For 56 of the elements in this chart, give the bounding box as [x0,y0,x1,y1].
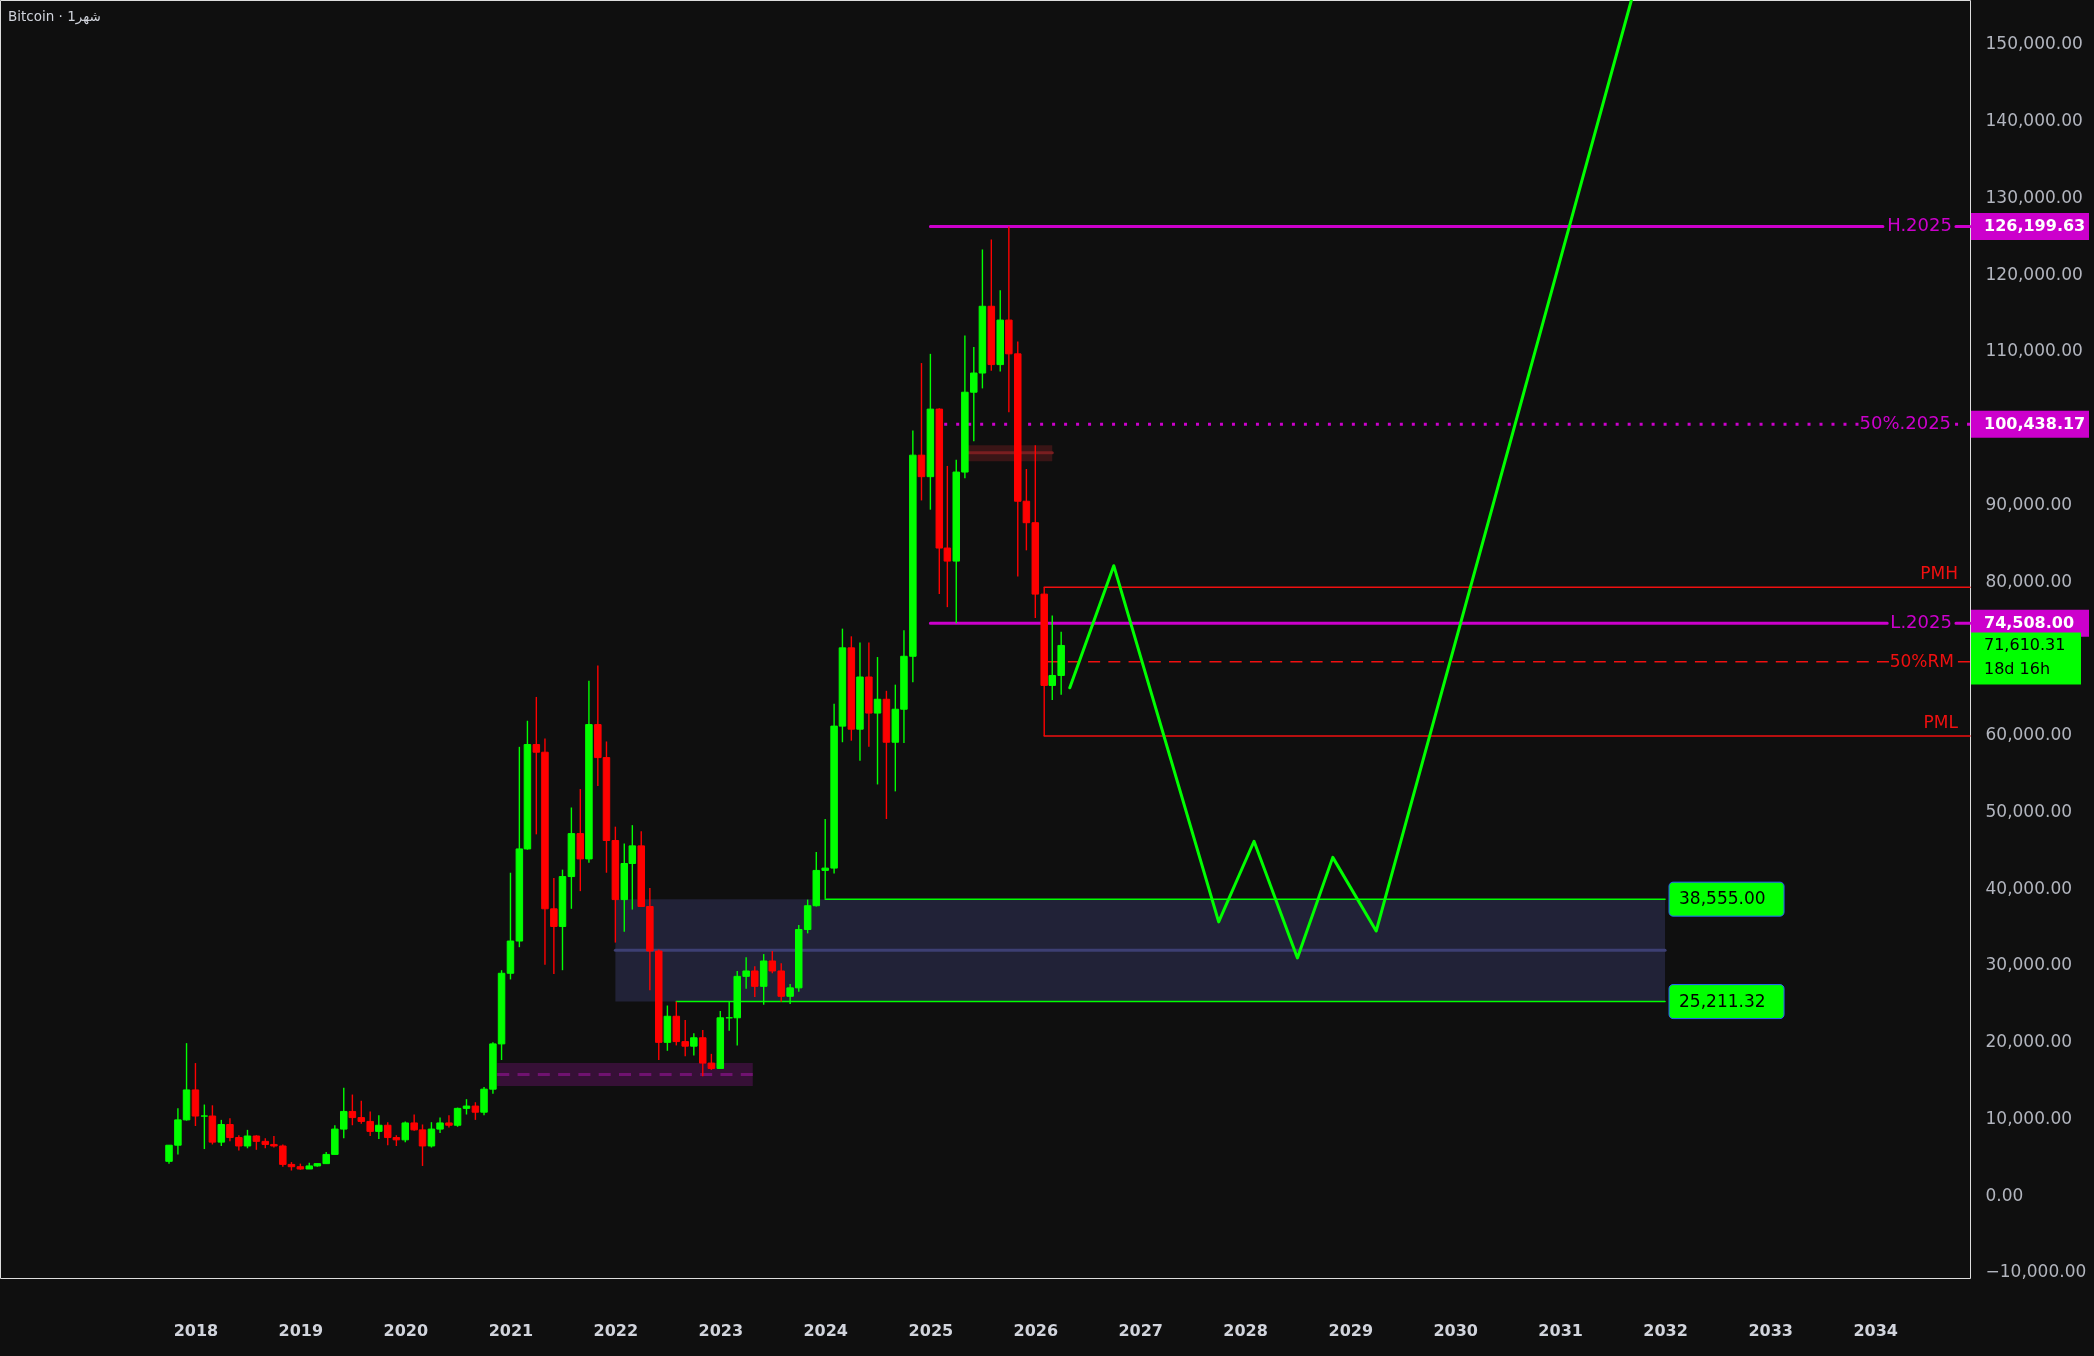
candlestick [243,1129,252,1149]
series-label: PML [1923,712,1959,733]
y-tick-label: 0.00 [1985,1184,2024,1205]
candlestick [217,1119,226,1147]
candlestick [873,656,882,786]
x-tick-label: 2034 [1853,1320,1898,1340]
text: 18d 16h [1984,659,2051,679]
candlestick [917,362,926,502]
data-label: 126,199.63 [1984,216,2086,236]
x-tick-label: 2033 [1748,1320,1794,1340]
x-tick-label: 2028 [1223,1320,1268,1340]
series-label: PMH [1920,563,1958,584]
data-label: 74,508.00 [1984,613,2075,633]
candlestick [401,1120,410,1143]
series-label: H.2025 [1887,214,1952,236]
x-tick-label: 2026 [1013,1320,1059,1340]
y-tick-label: 30,000.00 [1985,954,2073,975]
candlestick [200,1103,209,1150]
data-label: 100,438.17 [1984,414,2086,434]
candlestick [690,1032,698,1057]
x-tick-label: 2023 [698,1320,744,1340]
y-tick-label: 150,000.00 [1985,33,2083,54]
x-tick-label: 2025 [908,1320,954,1340]
y-tick-label: 40,000.00 [1985,877,2073,898]
y-tick-label: 90,000.00 [1985,493,2073,514]
x-tick-label: 2032 [1643,1320,1688,1340]
candlestick [445,1114,453,1129]
data-label: 25,211.32 [1679,990,1766,1011]
x-tick-label: 2030 [1433,1320,1478,1340]
x-tick-label: 2020 [383,1320,429,1340]
y-tick-label: 130,000.00 [1985,186,2083,207]
data-label: 38,555.00 [1679,888,1766,909]
y-tick-label: 140,000.00 [1985,110,2083,131]
series-label: 50%RM [1889,650,1954,671]
x-tick-label: 2029 [1328,1320,1374,1340]
series-label: L.2025 [1890,611,1952,633]
y-tick-label: 80,000.00 [1985,570,2073,591]
text: Bitcoin · 1شهر [8,8,101,25]
y-tick-label: 120,000.00 [1985,263,2083,284]
y-tick-label: 10,000.00 [1985,1107,2073,1128]
x-tick-label: 2021 [488,1320,534,1340]
x-tick-label: 2019 [278,1320,324,1340]
x-tick-label: 2031 [1538,1320,1583,1340]
x-tick-label: 2027 [1118,1320,1163,1340]
y-tick-label: 110,000.00 [1985,340,2083,361]
x-tick-label: 2018 [173,1320,219,1340]
text: 71,610.31 [1984,635,2066,655]
x-tick-label: 2024 [803,1320,848,1340]
series-label: 50%.2025 [1859,412,1952,434]
y-tick-label: 60,000.00 [1985,724,2073,745]
y-tick-label: −10,000.00 [1985,1261,2087,1282]
x-tick-label: 2022 [593,1320,639,1340]
y-tick-label: 50,000.00 [1985,800,2073,821]
y-tick-label: 20,000.00 [1985,1031,2073,1052]
candlestick [375,1114,383,1140]
candlestick [751,965,759,998]
